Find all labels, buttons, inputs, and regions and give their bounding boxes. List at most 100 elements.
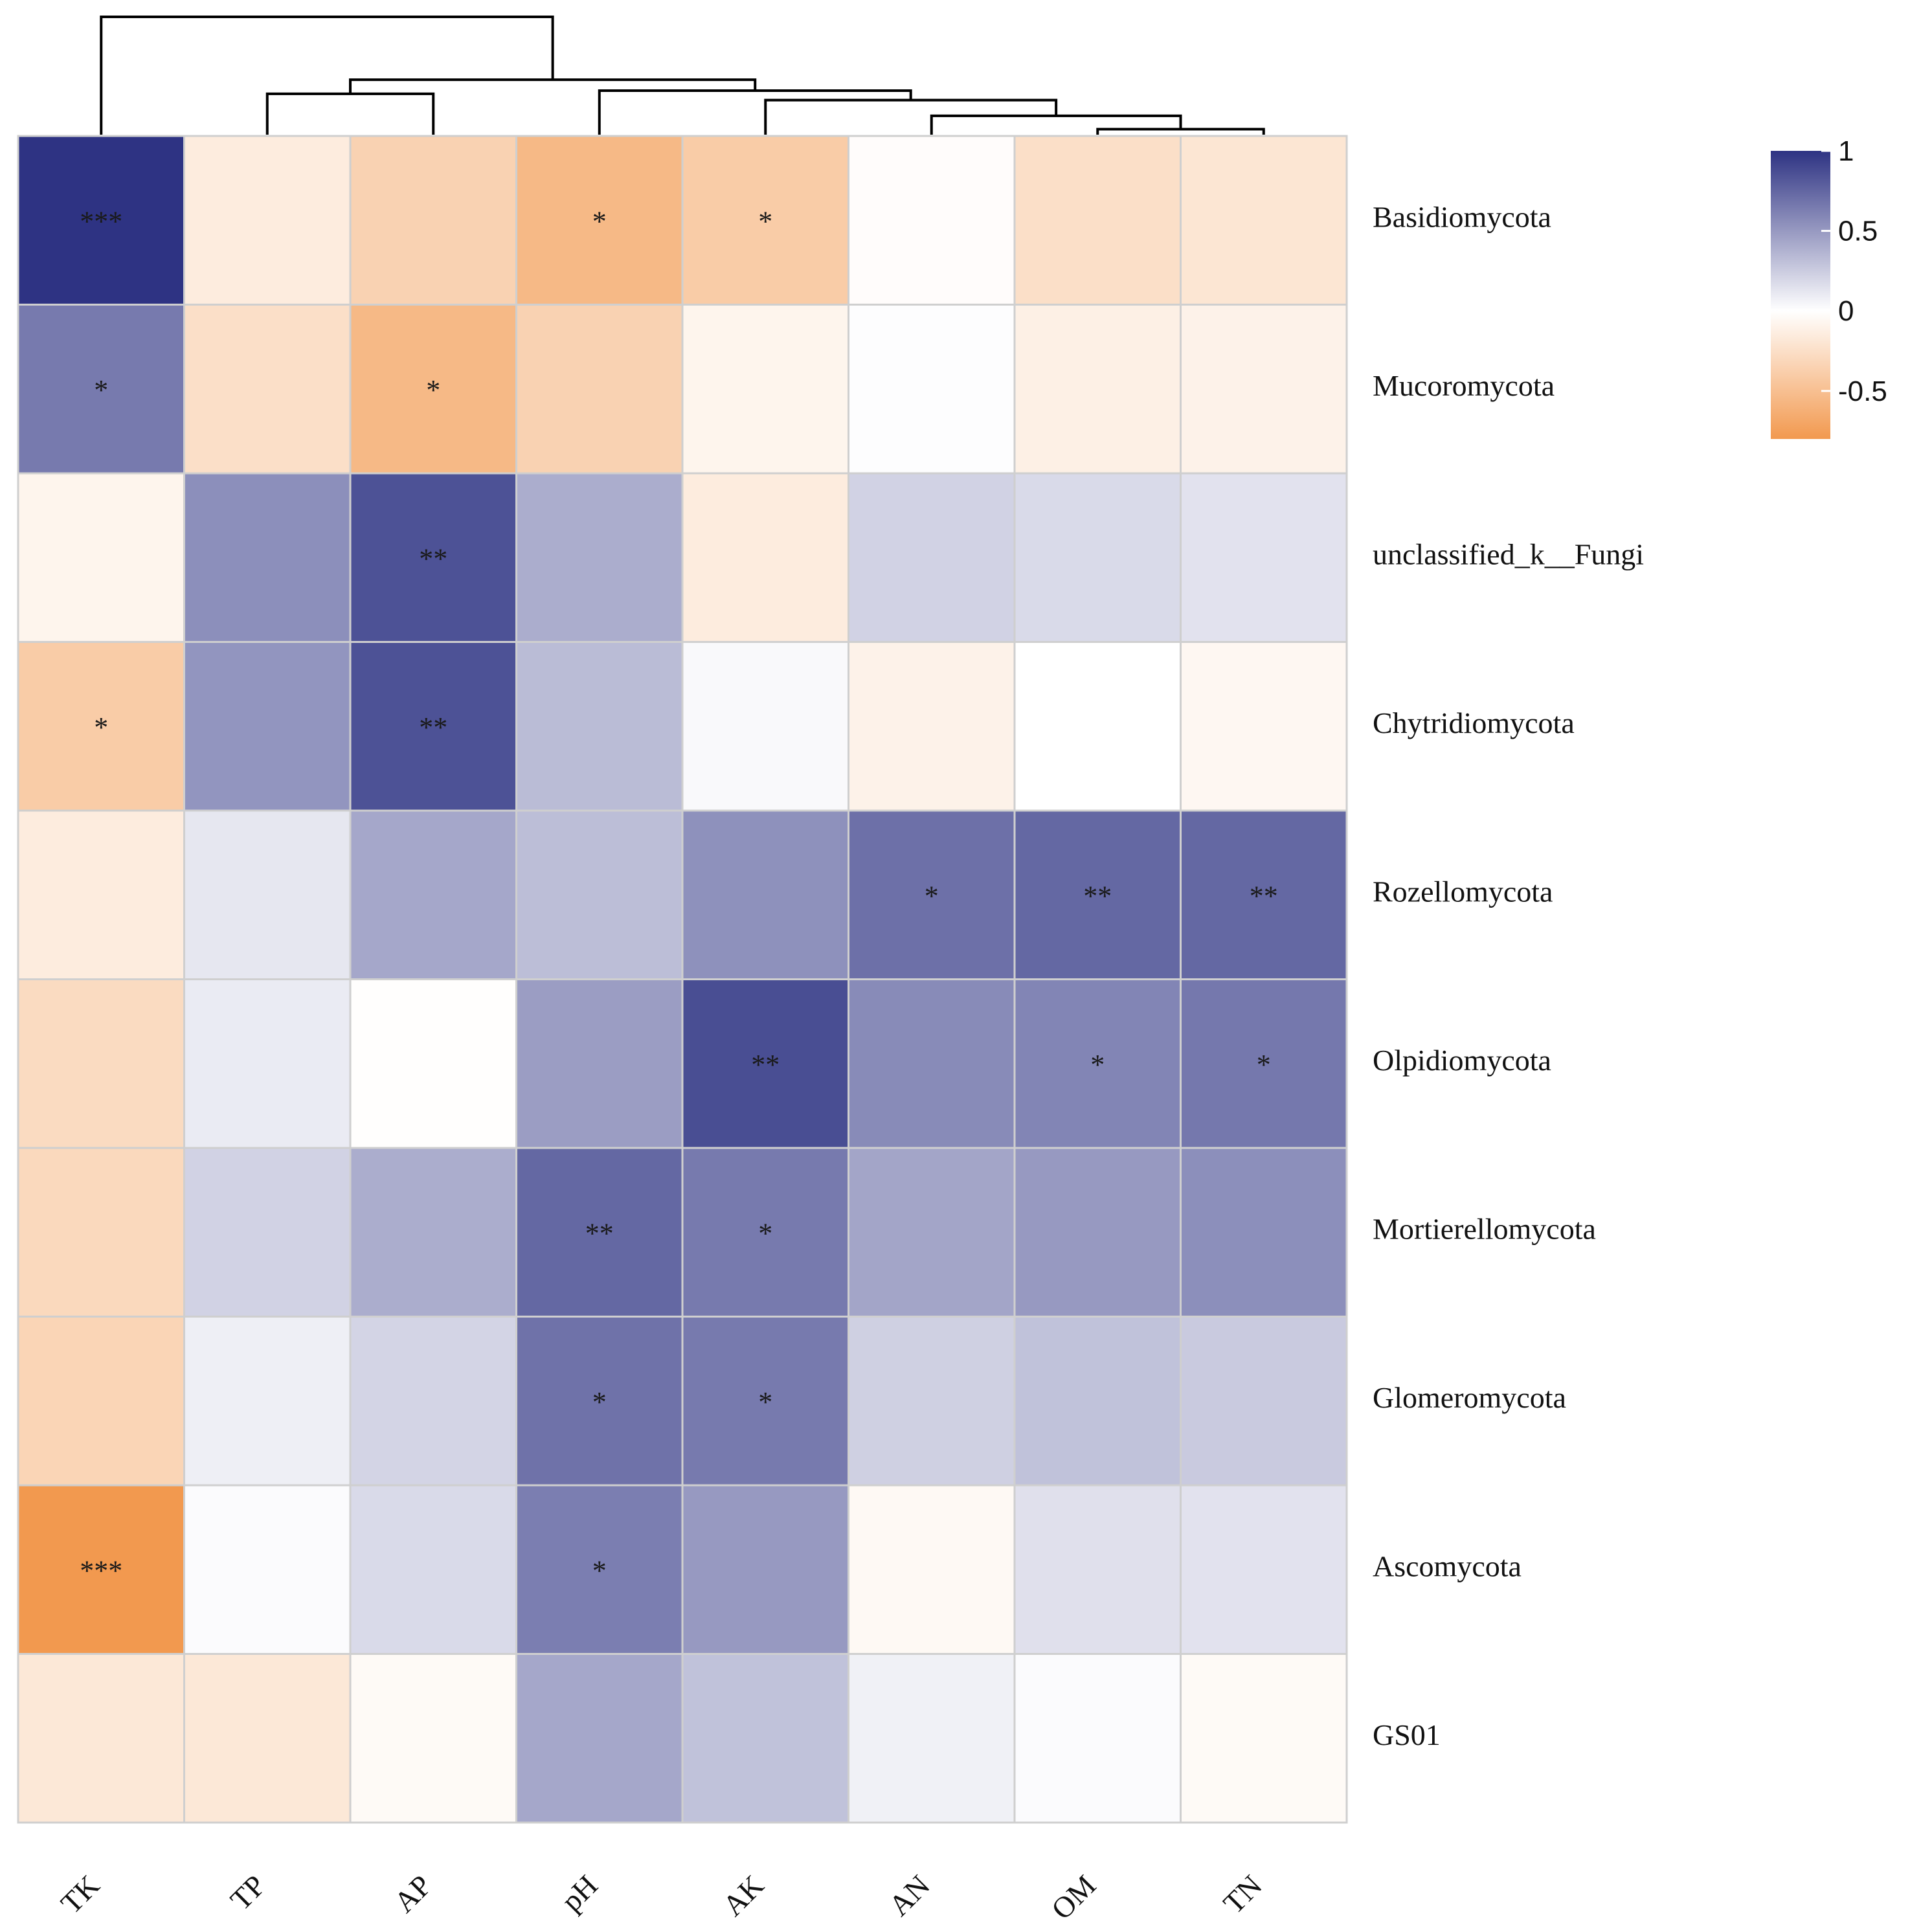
heatmap-cell-Glomeromycota-TP <box>183 1316 352 1487</box>
column-label: AK <box>716 1869 770 1922</box>
heatmap-cell-unclassified_k__Fungi-TK <box>17 472 185 643</box>
heatmap-cell-Rozellomycota-AK <box>681 809 849 980</box>
heatmap-cell-Mucoromycota-TP <box>183 304 352 475</box>
significance-mark: ** <box>419 543 447 574</box>
heatmap-cell-Mucoromycota-pH <box>515 304 684 475</box>
heatmap-cell-Olpidiomycota-AN <box>848 978 1016 1149</box>
heatmap-cell-GS01-pH <box>515 1653 684 1824</box>
heatmap-cell-Mortierellomycota-AP <box>349 1147 517 1318</box>
significance-mark: *** <box>80 205 122 237</box>
column-label: AP <box>388 1869 438 1919</box>
dendrogram-branch <box>598 89 912 135</box>
row-label: Chytridiomycota <box>1373 706 1575 739</box>
row-label: Olpidiomycota <box>1373 1044 1551 1077</box>
heatmap-cell-Mucoromycota-AN <box>848 304 1016 475</box>
heatmap-cell-Glomeromycota-TN <box>1180 1316 1348 1487</box>
heatmap-cells <box>17 135 1348 1824</box>
row-label: unclassified_k__Fungi <box>1373 537 1644 570</box>
significance-mark: * <box>592 1555 607 1586</box>
heatmap-cell-Basidiomycota-pH <box>515 135 684 306</box>
heatmap-cell-Mucoromycota-OM <box>1013 304 1182 475</box>
heatmap-cell-Rozellomycota-pH <box>515 809 684 980</box>
row-label: GS01 <box>1373 1718 1441 1751</box>
heatmap-cell-Basidiomycota-OM <box>1013 135 1182 306</box>
column-label: TK <box>54 1869 106 1920</box>
heatmap-cell-Rozellomycota-TP <box>183 809 352 980</box>
heatmap-cell-Mortierellomycota-TN <box>1180 1147 1348 1318</box>
heatmap-cell-Olpidiomycota-OM <box>1013 978 1182 1149</box>
heatmap-cell-Glomeromycota-OM <box>1013 1316 1182 1487</box>
significance-mark: * <box>1090 1049 1105 1081</box>
significance-mark: * <box>592 205 607 237</box>
heatmap-cell-Olpidiomycota-TK <box>17 978 185 1149</box>
heatmap-cell-Rozellomycota-AP <box>349 809 517 980</box>
significance-mark: ** <box>585 1217 614 1249</box>
color-legend: 1 0.5 0 -0.5 <box>1771 135 1887 439</box>
heatmap-cell-Mortierellomycota-TK <box>17 1147 185 1318</box>
significance-mark: * <box>592 1386 607 1418</box>
significance-mark: * <box>1257 1049 1271 1081</box>
heatmap-cell-Rozellomycota-OM <box>1013 809 1182 980</box>
heatmap-cell-Chytridiomycota-AP <box>349 641 517 812</box>
heatmap-cell-Mortierellomycota-AN <box>848 1147 1016 1318</box>
heatmap-cell-Glomeromycota-TK <box>17 1316 185 1487</box>
legend-tick-label: 0.5 <box>1838 216 1878 247</box>
column-labels: TK TP AP pH AK AN OM TN <box>54 1869 1268 1926</box>
heatmap-cell-Rozellomycota-AN <box>848 809 1016 980</box>
significance-mark: * <box>925 880 939 912</box>
heatmap-cell-Chytridiomycota-AK <box>681 641 849 812</box>
heatmap-cell-GS01-AN <box>848 1653 1016 1824</box>
column-dendrogram <box>100 16 1265 135</box>
heatmap-cell-Ascomycota-AK <box>681 1484 849 1655</box>
heatmap-cell-Ascomycota-TN <box>1180 1484 1348 1655</box>
heatmap-cell-Basidiomycota-AP <box>349 135 517 306</box>
heatmap-cell-Chytridiomycota-AN <box>848 641 1016 812</box>
heatmap-cell-Rozellomycota-TN <box>1180 809 1348 980</box>
heatmap-cell-Ascomycota-OM <box>1013 1484 1182 1655</box>
heatmap-cell-GS01-AK <box>681 1653 849 1824</box>
heatmap-cell-Mortierellomycota-pH <box>515 1147 684 1318</box>
heatmap-cell-GS01-TN <box>1180 1653 1348 1824</box>
dendrogram-branch <box>100 16 554 135</box>
heatmap-cell-Basidiomycota-AN <box>848 135 1016 306</box>
row-label: Basidiomycota <box>1373 200 1551 233</box>
heatmap-cell-Mucoromycota-AK <box>681 304 849 475</box>
heatmap-cell-Olpidiomycota-pH <box>515 978 684 1149</box>
heatmap-cell-unclassified_k__Fungi-TN <box>1180 472 1348 643</box>
heatmap-cell-Chytridiomycota-pH <box>515 641 684 812</box>
heatmap-cell-GS01-OM <box>1013 1653 1182 1824</box>
heatmap-cell-Olpidiomycota-AP <box>349 978 517 1149</box>
column-label: AN <box>882 1869 936 1922</box>
heatmap-cell-Glomeromycota-AK <box>681 1316 849 1487</box>
heatmap-cell-Ascomycota-TK <box>17 1484 185 1655</box>
significance-mark: * <box>758 205 772 237</box>
dendrogram-branch <box>930 114 1182 135</box>
heatmap-cell-Rozellomycota-TK <box>17 809 185 980</box>
legend-colorbar <box>1771 151 1830 439</box>
legend-tick-label: -0.5 <box>1838 376 1887 407</box>
heatmap-cell-Ascomycota-TP <box>183 1484 352 1655</box>
heatmap-cell-Chytridiomycota-TP <box>183 641 352 812</box>
heatmap-cell-Mortierellomycota-OM <box>1013 1147 1182 1318</box>
heatmap-cell-GS01-AP <box>349 1653 517 1824</box>
significance-mark: *** <box>80 1555 122 1586</box>
row-labels: Basidiomycota Mucoromycota unclassified_k_… <box>1373 200 1644 1751</box>
significance-mark: ** <box>1083 880 1112 912</box>
heatmap-cell-Ascomycota-AP <box>349 1484 517 1655</box>
significance-mark: * <box>94 712 108 743</box>
significance-mark: * <box>758 1386 772 1418</box>
heatmap-cell-Chytridiomycota-TN <box>1180 641 1348 812</box>
column-label: OM <box>1045 1869 1102 1926</box>
heatmap-cell-Olpidiomycota-TN <box>1180 978 1348 1149</box>
heatmap-cell-unclassified_k__Fungi-AP <box>349 472 517 643</box>
row-label: Rozellomycota <box>1373 875 1553 908</box>
heatmap-cell-unclassified_k__Fungi-AN <box>848 472 1016 643</box>
heatmap-cell-Ascomycota-AN <box>848 1484 1016 1655</box>
significance-marks: *** * ** **** *** ** **** * *** ** **** * <box>80 205 1278 1586</box>
significance-mark: * <box>426 374 440 406</box>
significance-mark: ** <box>751 1049 780 1081</box>
dendrogram-branch <box>265 92 435 135</box>
heatmap-cell-unclassified_k__Fungi-TP <box>183 472 352 643</box>
significance-mark: * <box>94 374 108 406</box>
